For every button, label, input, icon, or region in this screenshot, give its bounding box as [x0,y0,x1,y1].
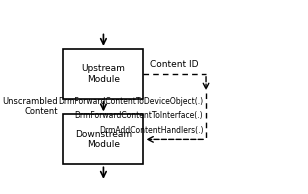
FancyBboxPatch shape [63,114,144,164]
Text: DrmAddContentHandlers(.): DrmAddContentHandlers(.) [99,126,203,135]
Text: DrmForwardContentToDeviceObject(.): DrmForwardContentToDeviceObject(.) [58,97,203,106]
Text: Unscrambled
Content: Unscrambled Content [2,97,58,116]
Text: DrmForwardContentToInterface(.): DrmForwardContentToInterface(.) [75,111,203,120]
Text: Content ID: Content ID [151,60,199,69]
FancyBboxPatch shape [63,49,144,99]
Text: Upstream
Module: Upstream Module [82,64,125,84]
Text: Downstream
Module: Downstream Module [75,130,132,149]
